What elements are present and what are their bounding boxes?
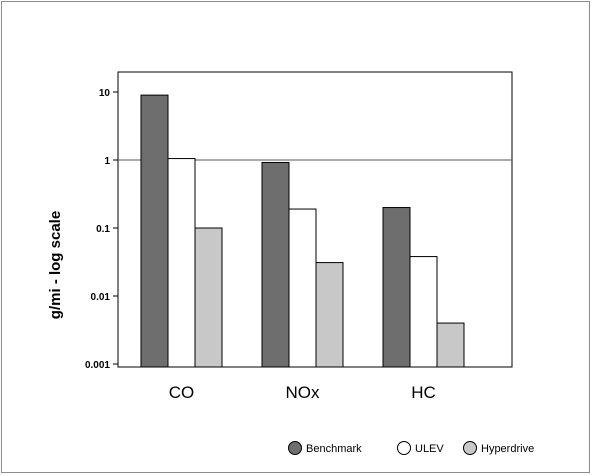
bar-hc-hyperdrive (436, 322, 465, 368)
y-tick-label: 0.001 (85, 360, 110, 371)
bar-co-ulev (167, 158, 196, 368)
bar-co-hyperdrive (194, 227, 223, 368)
bar-hc-benchmark (382, 207, 411, 368)
legend-label-hyperdrive: Hyperdrive (481, 443, 534, 455)
category-label: HC (411, 383, 436, 402)
bar-hc-ulev (409, 256, 438, 368)
legend-swatch-ulev (397, 441, 411, 455)
bar-nox-ulev (288, 208, 317, 368)
y-tick-label: 1 (104, 156, 110, 167)
legend-label-ulev: ULEV (415, 443, 444, 455)
category-label: CO (169, 383, 195, 402)
legend-label-benchmark: Benchmark (306, 443, 362, 455)
legend-swatch-hyperdrive (463, 441, 477, 455)
category-label: NOx (286, 383, 321, 402)
y-tick-label: 0.01 (91, 292, 111, 303)
bar-co-benchmark (140, 94, 169, 368)
y-tick-label: 10 (99, 88, 111, 99)
legend-swatch-benchmark (288, 441, 302, 455)
bar-nox-benchmark (261, 161, 290, 368)
y-tick-label: 0.1 (96, 224, 110, 235)
y-axis-label: g/mi - log scale (47, 211, 64, 319)
legend: Benchmark ULEV Hyperdrive (288, 441, 534, 455)
bar-nox-hyperdrive (315, 262, 344, 368)
